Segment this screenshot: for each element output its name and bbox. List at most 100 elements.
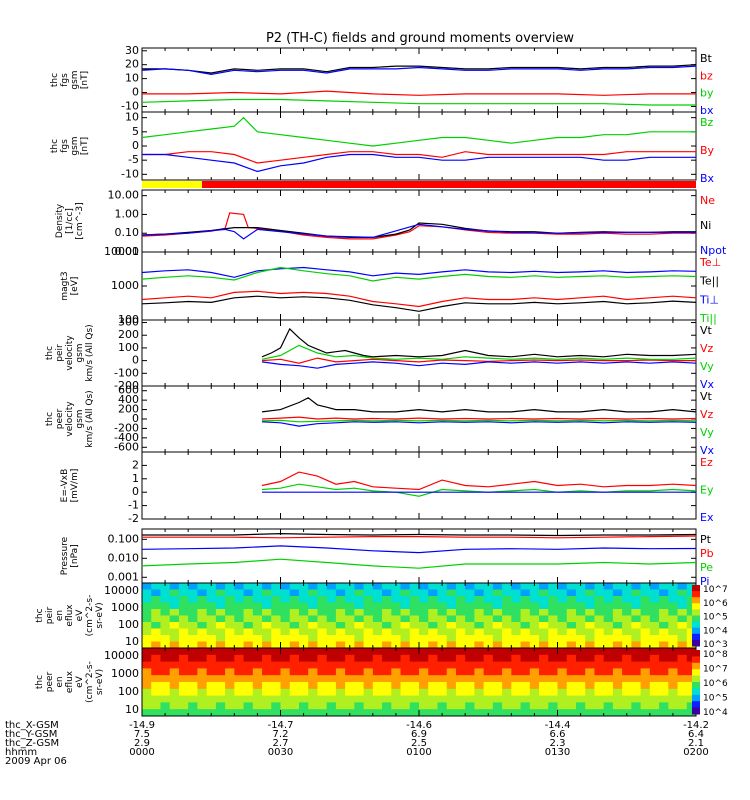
spec-cell: [492, 688, 503, 697]
spec-cell: [612, 654, 623, 663]
spec-cell: [548, 661, 558, 669]
spec-cell: [400, 635, 411, 642]
spec-cell: [419, 648, 429, 656]
spec-cell: [345, 583, 355, 590]
spec-cell: [668, 596, 679, 603]
ytick-label: 0: [132, 86, 139, 99]
spec-cell: [455, 596, 466, 603]
spec-cell: [197, 589, 208, 597]
spec-cell: [169, 695, 180, 703]
spec-cell: [151, 583, 161, 590]
spec-cell: [520, 661, 531, 669]
spec-cell: [271, 609, 281, 616]
spec-cell: [234, 589, 245, 597]
spec-cell: [612, 635, 623, 642]
spec-cell: [511, 702, 522, 710]
spec-cell: [206, 596, 217, 603]
spec-cell: [539, 695, 549, 703]
spec-cell: [557, 682, 568, 690]
spec-cell: [326, 596, 337, 603]
spec-cell: [474, 709, 485, 717]
spec-cell: [612, 583, 623, 590]
spec-cell: [649, 668, 660, 676]
spec-cell: [142, 695, 152, 703]
spec-cell: [668, 661, 679, 669]
spec-cell: [511, 688, 522, 697]
spec-cell: [178, 682, 189, 690]
spec-cell: [446, 661, 457, 669]
axis-tick-y_gsm: 6.9: [411, 729, 427, 740]
spec-cell: [566, 622, 577, 629]
spec-cell: [446, 709, 457, 717]
date-label: 2009 Apr 06: [5, 756, 67, 767]
spec-cell: [566, 589, 577, 597]
spec-cell: [603, 635, 614, 642]
spec-cell: [520, 596, 531, 603]
spec-cell: [197, 628, 208, 636]
spec-cell: [382, 596, 392, 603]
spec-cell: [455, 682, 466, 690]
spec-cell: [382, 628, 392, 636]
spec-cell: [335, 661, 346, 669]
spec-cell: [225, 675, 235, 683]
spec-cell: [234, 661, 245, 669]
spec-cell: [511, 682, 522, 690]
spec-cell: [603, 675, 614, 683]
spec-cell: [640, 675, 651, 683]
spec-cell: [502, 589, 512, 597]
spec-cell: [566, 709, 577, 717]
spec-cell: [234, 602, 245, 610]
spec-cell: [455, 648, 466, 656]
series-Ni: [141, 222, 696, 238]
spec-cell: [566, 609, 577, 616]
spec-cell: [455, 589, 466, 597]
spec-cell: [649, 675, 660, 683]
spec-cell: [511, 695, 522, 703]
spec-cell: [622, 702, 632, 710]
spec-cell: [575, 622, 586, 629]
series-Vz: [261, 416, 697, 420]
spec-cell: [335, 609, 346, 616]
spec-cell: [308, 661, 318, 669]
spec-cell: [455, 661, 466, 669]
spec-cell: [215, 661, 226, 669]
spec-cell: [428, 675, 438, 683]
series-Vt: [261, 327, 697, 358]
spec-cell: [511, 648, 522, 656]
spec-cell: [252, 702, 263, 710]
spec-cell: [391, 668, 402, 676]
spec-cell: [206, 628, 217, 636]
spec-cell: [419, 695, 429, 703]
spec-cell: [326, 675, 337, 683]
spec-cell: [252, 628, 263, 636]
spec-cell: [566, 635, 577, 642]
spec-cell: [612, 596, 623, 603]
spec-cell: [686, 609, 697, 616]
spec-cell: [400, 609, 411, 616]
spec-cell: [317, 615, 328, 623]
peer-spec-ylabel: sr-eV): [95, 669, 105, 695]
spec-cell: [400, 675, 411, 683]
spec-cell: [289, 622, 300, 629]
spec-cell: [317, 702, 328, 710]
spec-cell: [649, 609, 660, 616]
spec-cell: [483, 688, 494, 697]
spec-cell: [659, 688, 669, 697]
spec-cell: [335, 602, 346, 610]
axis-tick-hhmm: 0130: [545, 747, 570, 758]
spec-cell: [345, 682, 355, 690]
peer-spec-ylabel: thc: [35, 675, 45, 689]
spec-cell: [151, 654, 161, 663]
spec-cell: [446, 648, 457, 656]
spec-cell: [437, 654, 448, 663]
spec-cell: [271, 622, 281, 629]
spec-cell: [585, 668, 595, 676]
spec-cell: [151, 682, 161, 690]
axis-tick-z_gsm: 2.1: [688, 738, 704, 749]
spec-cell: [169, 602, 180, 610]
spec-cell: [520, 628, 531, 636]
spec-cell: [391, 654, 402, 663]
spec-cell: [225, 609, 235, 616]
spec-cell: [372, 668, 383, 676]
